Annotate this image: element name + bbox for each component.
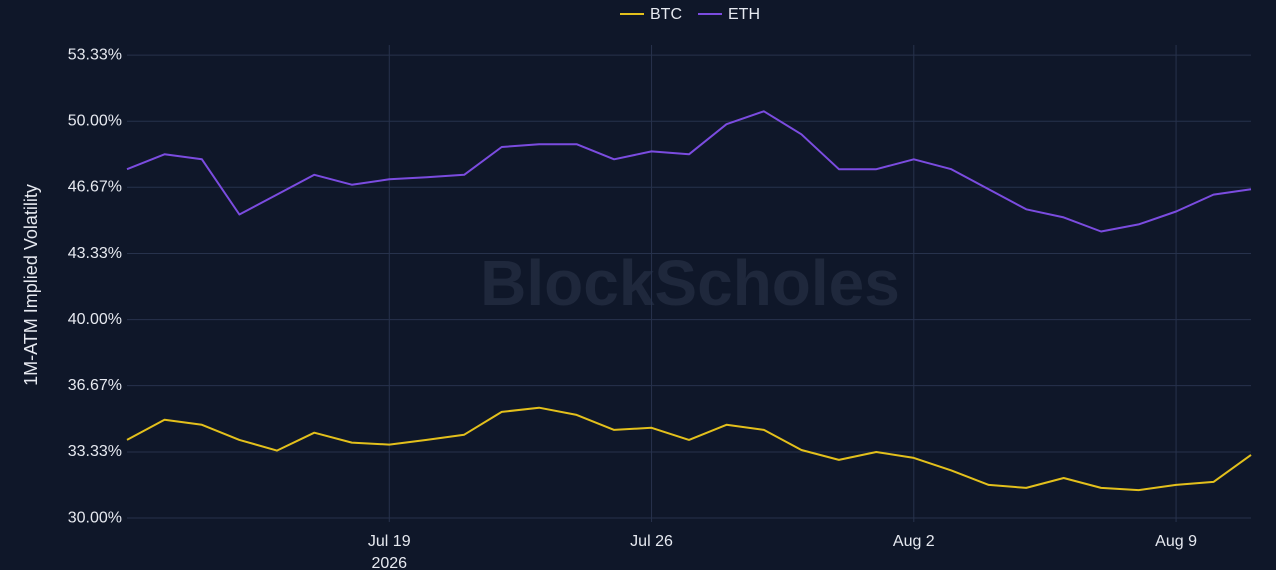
- legend-label: ETH: [728, 6, 760, 23]
- x-tick-label: Aug 2: [893, 533, 935, 550]
- y-tick-label: 43.33%: [68, 245, 122, 262]
- x-tick-label: Jul 26: [630, 533, 673, 550]
- y-tick-label: 50.00%: [68, 112, 122, 129]
- watermark: BlockScholes: [480, 247, 900, 319]
- x-tick-label: Aug 9: [1155, 533, 1197, 550]
- grid: [127, 45, 1251, 522]
- y-tick-label: 36.67%: [68, 377, 122, 394]
- x-tick-label: Jul 19: [368, 533, 411, 550]
- y-tick-label: 46.67%: [68, 178, 122, 195]
- y-tick-label: 40.00%: [68, 311, 122, 328]
- y-tick-label: 30.00%: [68, 509, 122, 526]
- legend-label: BTC: [650, 6, 682, 23]
- y-tick-label: 33.33%: [68, 443, 122, 460]
- x-tick-year: 2026: [371, 555, 407, 570]
- line-btc: [126, 406, 1252, 492]
- y-tick-label: 53.33%: [68, 46, 122, 63]
- y-axis-title: 1M-ATM Implied Volatility: [21, 184, 41, 386]
- line-eth: [126, 110, 1252, 233]
